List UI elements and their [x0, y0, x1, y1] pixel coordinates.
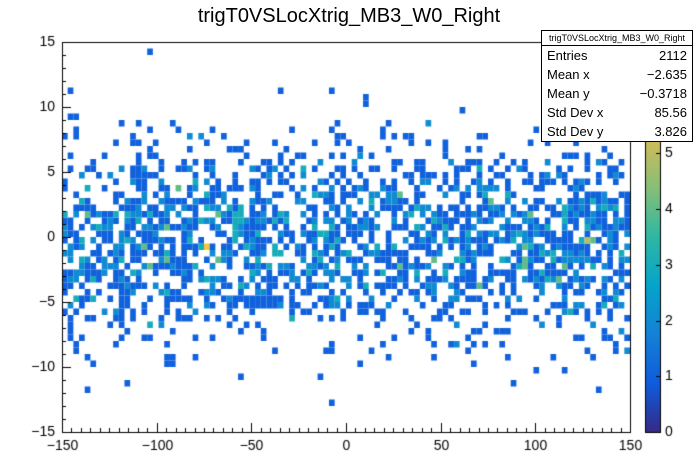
stats-box-title: trigT0VSLocXtrig_MB3_W0_Right [542, 31, 692, 46]
stats-row-std-dev-y: Std Dev y 3.826 [542, 122, 692, 141]
chart-title: trigT0VSLocXtrig_MB3_W0_Right [197, 5, 501, 27]
stats-value: −2.635 [646, 67, 687, 82]
stats-box: trigT0VSLocXtrig_MB3_W0_Right Entries 21… [541, 30, 693, 142]
stats-label: Entries [547, 48, 588, 63]
stats-value: 3.826 [654, 124, 687, 139]
stats-label: Mean y [547, 86, 590, 101]
stats-label: Std Dev x [547, 105, 604, 120]
stats-row-mean-y: Mean y −0.3718 [542, 84, 692, 103]
stats-value: −0.3718 [639, 86, 687, 101]
stats-row-std-dev-x: Std Dev x 85.56 [542, 103, 692, 122]
stats-value: 85.56 [654, 105, 687, 120]
stats-label: Mean x [547, 67, 590, 82]
stats-value: 2112 [659, 48, 687, 63]
stats-row-entries: Entries 2112 [542, 46, 692, 65]
stats-label: Std Dev y [547, 124, 604, 139]
stats-row-mean-x: Mean x −2.635 [542, 65, 692, 84]
